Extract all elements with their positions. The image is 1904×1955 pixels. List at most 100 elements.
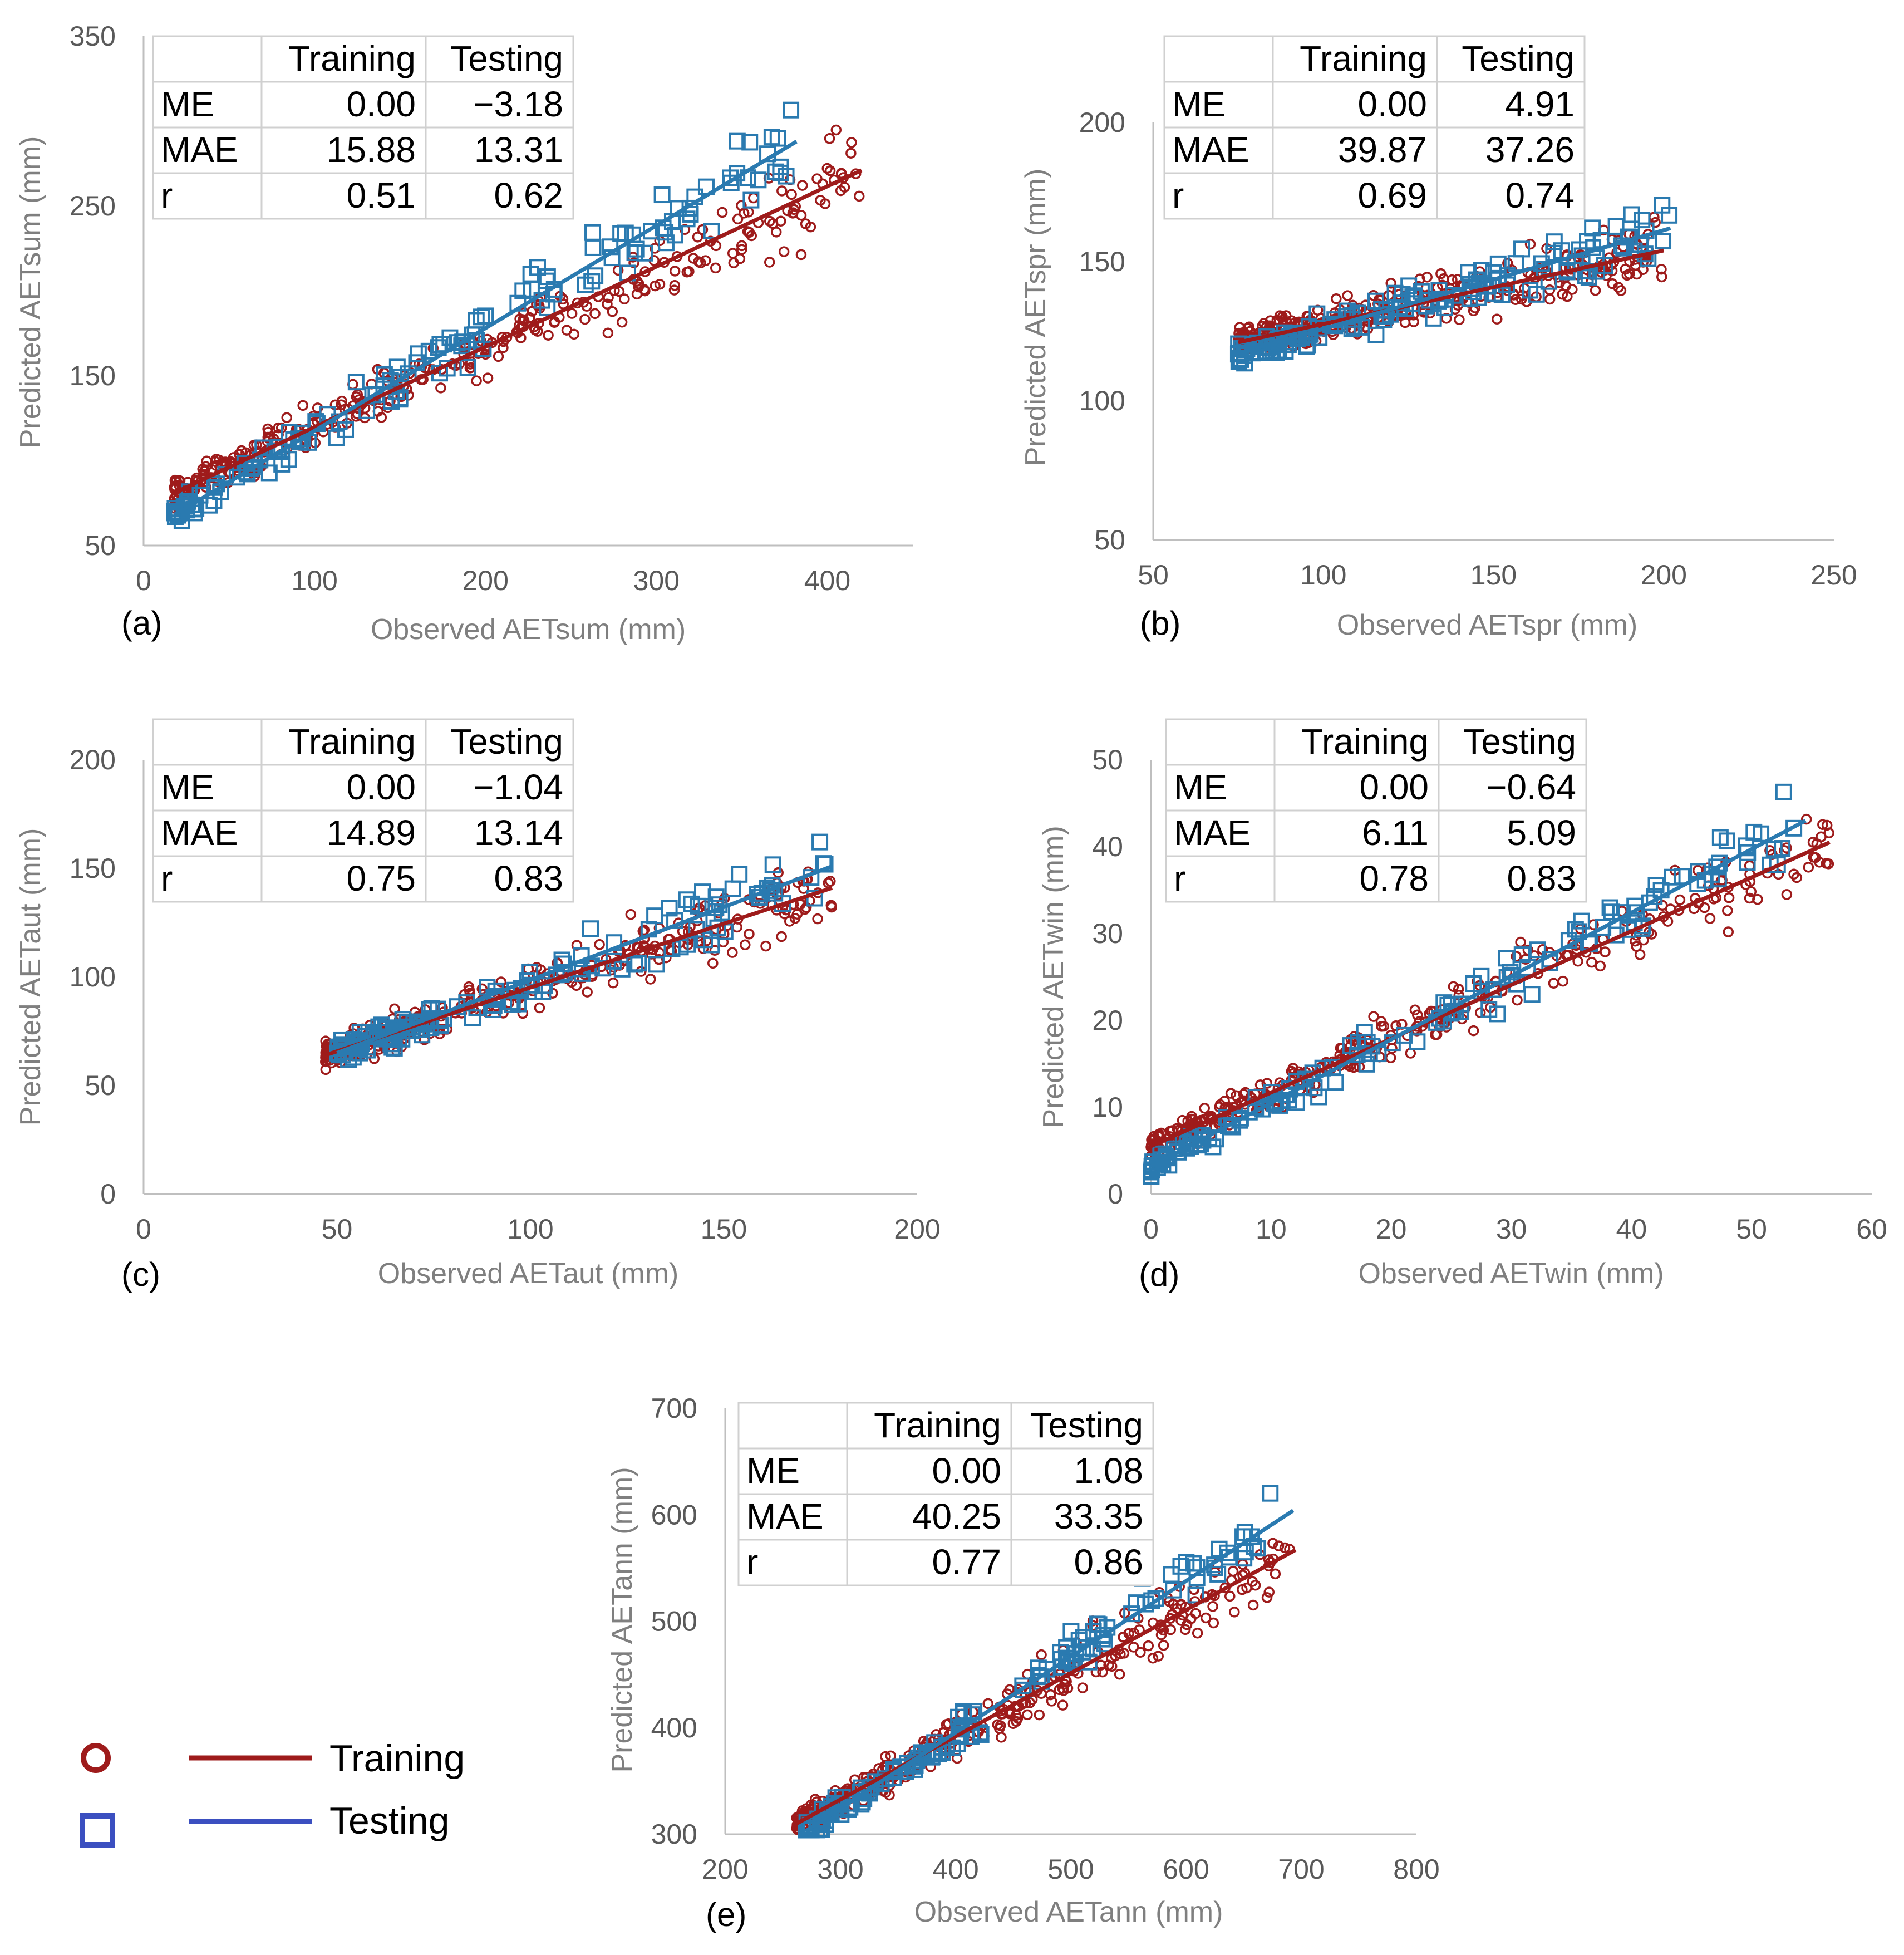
testing-point bbox=[1298, 338, 1315, 355]
panel-label: (d) bbox=[1139, 1256, 1179, 1293]
training-point bbox=[789, 913, 801, 924]
training-point bbox=[1600, 946, 1611, 957]
stats-testing-value: 0.62 bbox=[494, 175, 563, 215]
stats-row-label: r bbox=[746, 1542, 758, 1582]
stats-row-label: r bbox=[161, 858, 173, 898]
training-point bbox=[819, 198, 831, 209]
training-point bbox=[571, 940, 583, 951]
testing-point bbox=[636, 244, 653, 262]
x-tick-label: 700 bbox=[1278, 1854, 1324, 1885]
stats-row-label: ME bbox=[161, 767, 214, 807]
training-point bbox=[830, 124, 842, 136]
training-point bbox=[602, 327, 614, 338]
testing-point bbox=[772, 164, 789, 181]
training-point bbox=[669, 266, 681, 277]
testing-point bbox=[347, 374, 365, 391]
testing-point bbox=[812, 1814, 829, 1831]
y-axis-title: Predicted AETaut (mm) bbox=[14, 828, 47, 1126]
training-point bbox=[579, 313, 591, 325]
stats-training-value: 0.00 bbox=[1359, 767, 1429, 807]
testing-point bbox=[1785, 819, 1803, 837]
training-point bbox=[764, 257, 775, 268]
training-fit-line bbox=[1150, 841, 1831, 1148]
training-point bbox=[697, 224, 709, 235]
testing-point bbox=[626, 244, 643, 262]
stats-testing-value: 33.35 bbox=[1054, 1496, 1143, 1536]
y-tick-label: 350 bbox=[70, 21, 116, 52]
stats-row-label: r bbox=[161, 175, 173, 215]
testing-point bbox=[630, 955, 647, 972]
training-point bbox=[262, 431, 274, 443]
training-point bbox=[1046, 1696, 1057, 1707]
training-point bbox=[853, 190, 865, 202]
training-point bbox=[594, 939, 605, 950]
testing-point bbox=[816, 856, 834, 873]
testing-point bbox=[337, 421, 355, 438]
y-tick-label: 700 bbox=[651, 1393, 697, 1424]
training-point bbox=[739, 208, 750, 219]
testing-point bbox=[1394, 286, 1411, 303]
training-point bbox=[201, 455, 213, 467]
training-point bbox=[727, 947, 738, 958]
testing-point bbox=[582, 920, 599, 937]
panel-label: (a) bbox=[121, 605, 162, 642]
testing-point bbox=[466, 326, 484, 343]
stats-header-testing: Testing bbox=[1463, 721, 1576, 762]
training-point bbox=[1723, 926, 1734, 937]
testing-fit-line bbox=[1150, 819, 1807, 1168]
legend-training-marker bbox=[81, 1743, 111, 1773]
x-axis-title: Observed AETann (mm) bbox=[914, 1896, 1223, 1928]
training-point bbox=[668, 284, 680, 296]
training-point bbox=[787, 208, 799, 219]
training-point bbox=[566, 308, 578, 319]
x-axis-title: Observed AETspr (mm) bbox=[1337, 609, 1637, 641]
training-point bbox=[1261, 1078, 1273, 1089]
training-point bbox=[710, 240, 722, 252]
training-point bbox=[1586, 956, 1597, 968]
training-point bbox=[1261, 321, 1272, 333]
training-fit-line bbox=[173, 168, 863, 495]
testing-point bbox=[514, 282, 532, 299]
chart-panel-a: 0 100 200 300 400 50 150 250 350 Observed AETsum … bbox=[14, 21, 913, 646]
x-tick-label: 200 bbox=[1641, 559, 1687, 591]
training-point bbox=[1557, 289, 1568, 300]
x-tick-label: 400 bbox=[804, 565, 850, 596]
testing-point bbox=[383, 392, 400, 410]
training-point bbox=[825, 876, 836, 887]
training-point bbox=[613, 286, 625, 297]
testing-point bbox=[1580, 269, 1597, 286]
training-point bbox=[1453, 984, 1464, 995]
training-point bbox=[1270, 1568, 1281, 1580]
training-point bbox=[1800, 813, 1812, 825]
testing-point bbox=[1522, 282, 1539, 299]
training-point bbox=[710, 262, 721, 274]
stats-testing-value: 13.31 bbox=[474, 130, 563, 170]
testing-point bbox=[410, 345, 427, 362]
training-point bbox=[607, 306, 618, 317]
stats-training-value: 0.00 bbox=[346, 767, 416, 807]
testing-fit-line bbox=[173, 140, 798, 517]
training-point bbox=[616, 317, 628, 328]
testing-point bbox=[243, 460, 260, 477]
testing-point bbox=[1327, 1074, 1344, 1091]
training-fit-line bbox=[795, 1548, 1297, 1825]
testing-point bbox=[816, 1812, 834, 1829]
testing-point bbox=[1194, 1132, 1212, 1149]
training-point bbox=[732, 213, 744, 225]
training-point bbox=[776, 931, 787, 942]
testing-point bbox=[972, 1726, 990, 1743]
y-tick-label: 50 bbox=[1094, 524, 1125, 556]
legend-training-label: Training bbox=[329, 1737, 465, 1780]
stats-header-testing: Testing bbox=[1030, 1405, 1143, 1445]
training-point bbox=[1631, 941, 1642, 952]
stats-table: Training Testing ME 0.00 −1.04 MAE 14.89 13.14 r… bbox=[152, 718, 574, 903]
training-point bbox=[1207, 1601, 1218, 1612]
training-point bbox=[1744, 892, 1755, 904]
training-point bbox=[1301, 311, 1313, 322]
training-point bbox=[1631, 268, 1642, 280]
testing-point bbox=[1489, 1005, 1506, 1023]
stats-row-label: MAE bbox=[746, 1496, 824, 1536]
legend: Training Testing bbox=[80, 1737, 465, 1848]
